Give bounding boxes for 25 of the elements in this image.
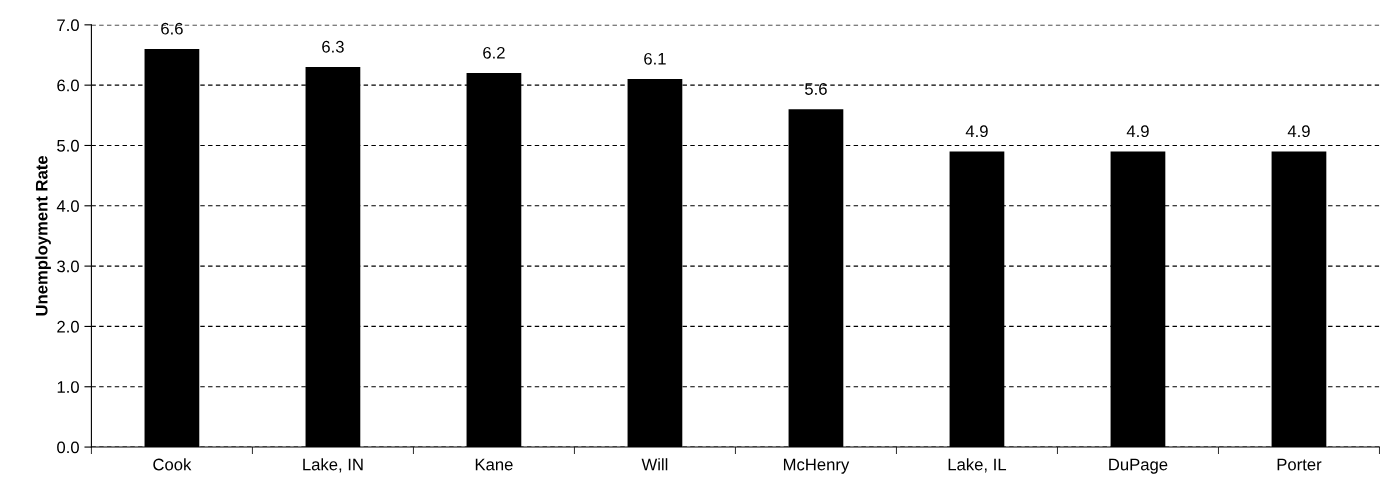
x-tick-label: Lake, IN: [303, 458, 363, 473]
y-tick-label: 6.0: [57, 79, 79, 92]
x-tick-label: Cook: [153, 458, 192, 471]
x-tick-label: Lake, IL: [948, 458, 1007, 473]
data-label: 4.9: [965, 125, 988, 138]
y-tick-label: 5.0: [57, 139, 79, 152]
y-tick-label: 3.0: [57, 260, 79, 273]
y-tick-label: 7.0: [57, 19, 79, 32]
data-label: 6.1: [644, 52, 666, 65]
y-tick-label: 0.0: [57, 441, 79, 454]
y-tick-label: 2.0: [57, 320, 79, 333]
x-tick-label: Will: [641, 458, 668, 471]
data-label: 6.3: [322, 40, 344, 53]
x-tick-label: Kane: [475, 458, 513, 471]
y-tick-label: 1.0: [57, 381, 79, 393]
data-label: 6.6: [161, 22, 183, 35]
x-tick-label: DuPage: [1109, 458, 1168, 474]
data-label: 6.2: [483, 46, 505, 59]
data-label: 4.9: [1287, 125, 1310, 138]
y-axis-title: Unemployment Rate: [35, 155, 51, 316]
x-tick-label: McHenry: [783, 458, 850, 474]
data-label: 4.9: [1126, 125, 1149, 138]
data-label: 5.6: [805, 83, 827, 95]
y-tick-label: 4.0: [56, 200, 79, 212]
x-tick-label: Porter: [1277, 458, 1322, 471]
